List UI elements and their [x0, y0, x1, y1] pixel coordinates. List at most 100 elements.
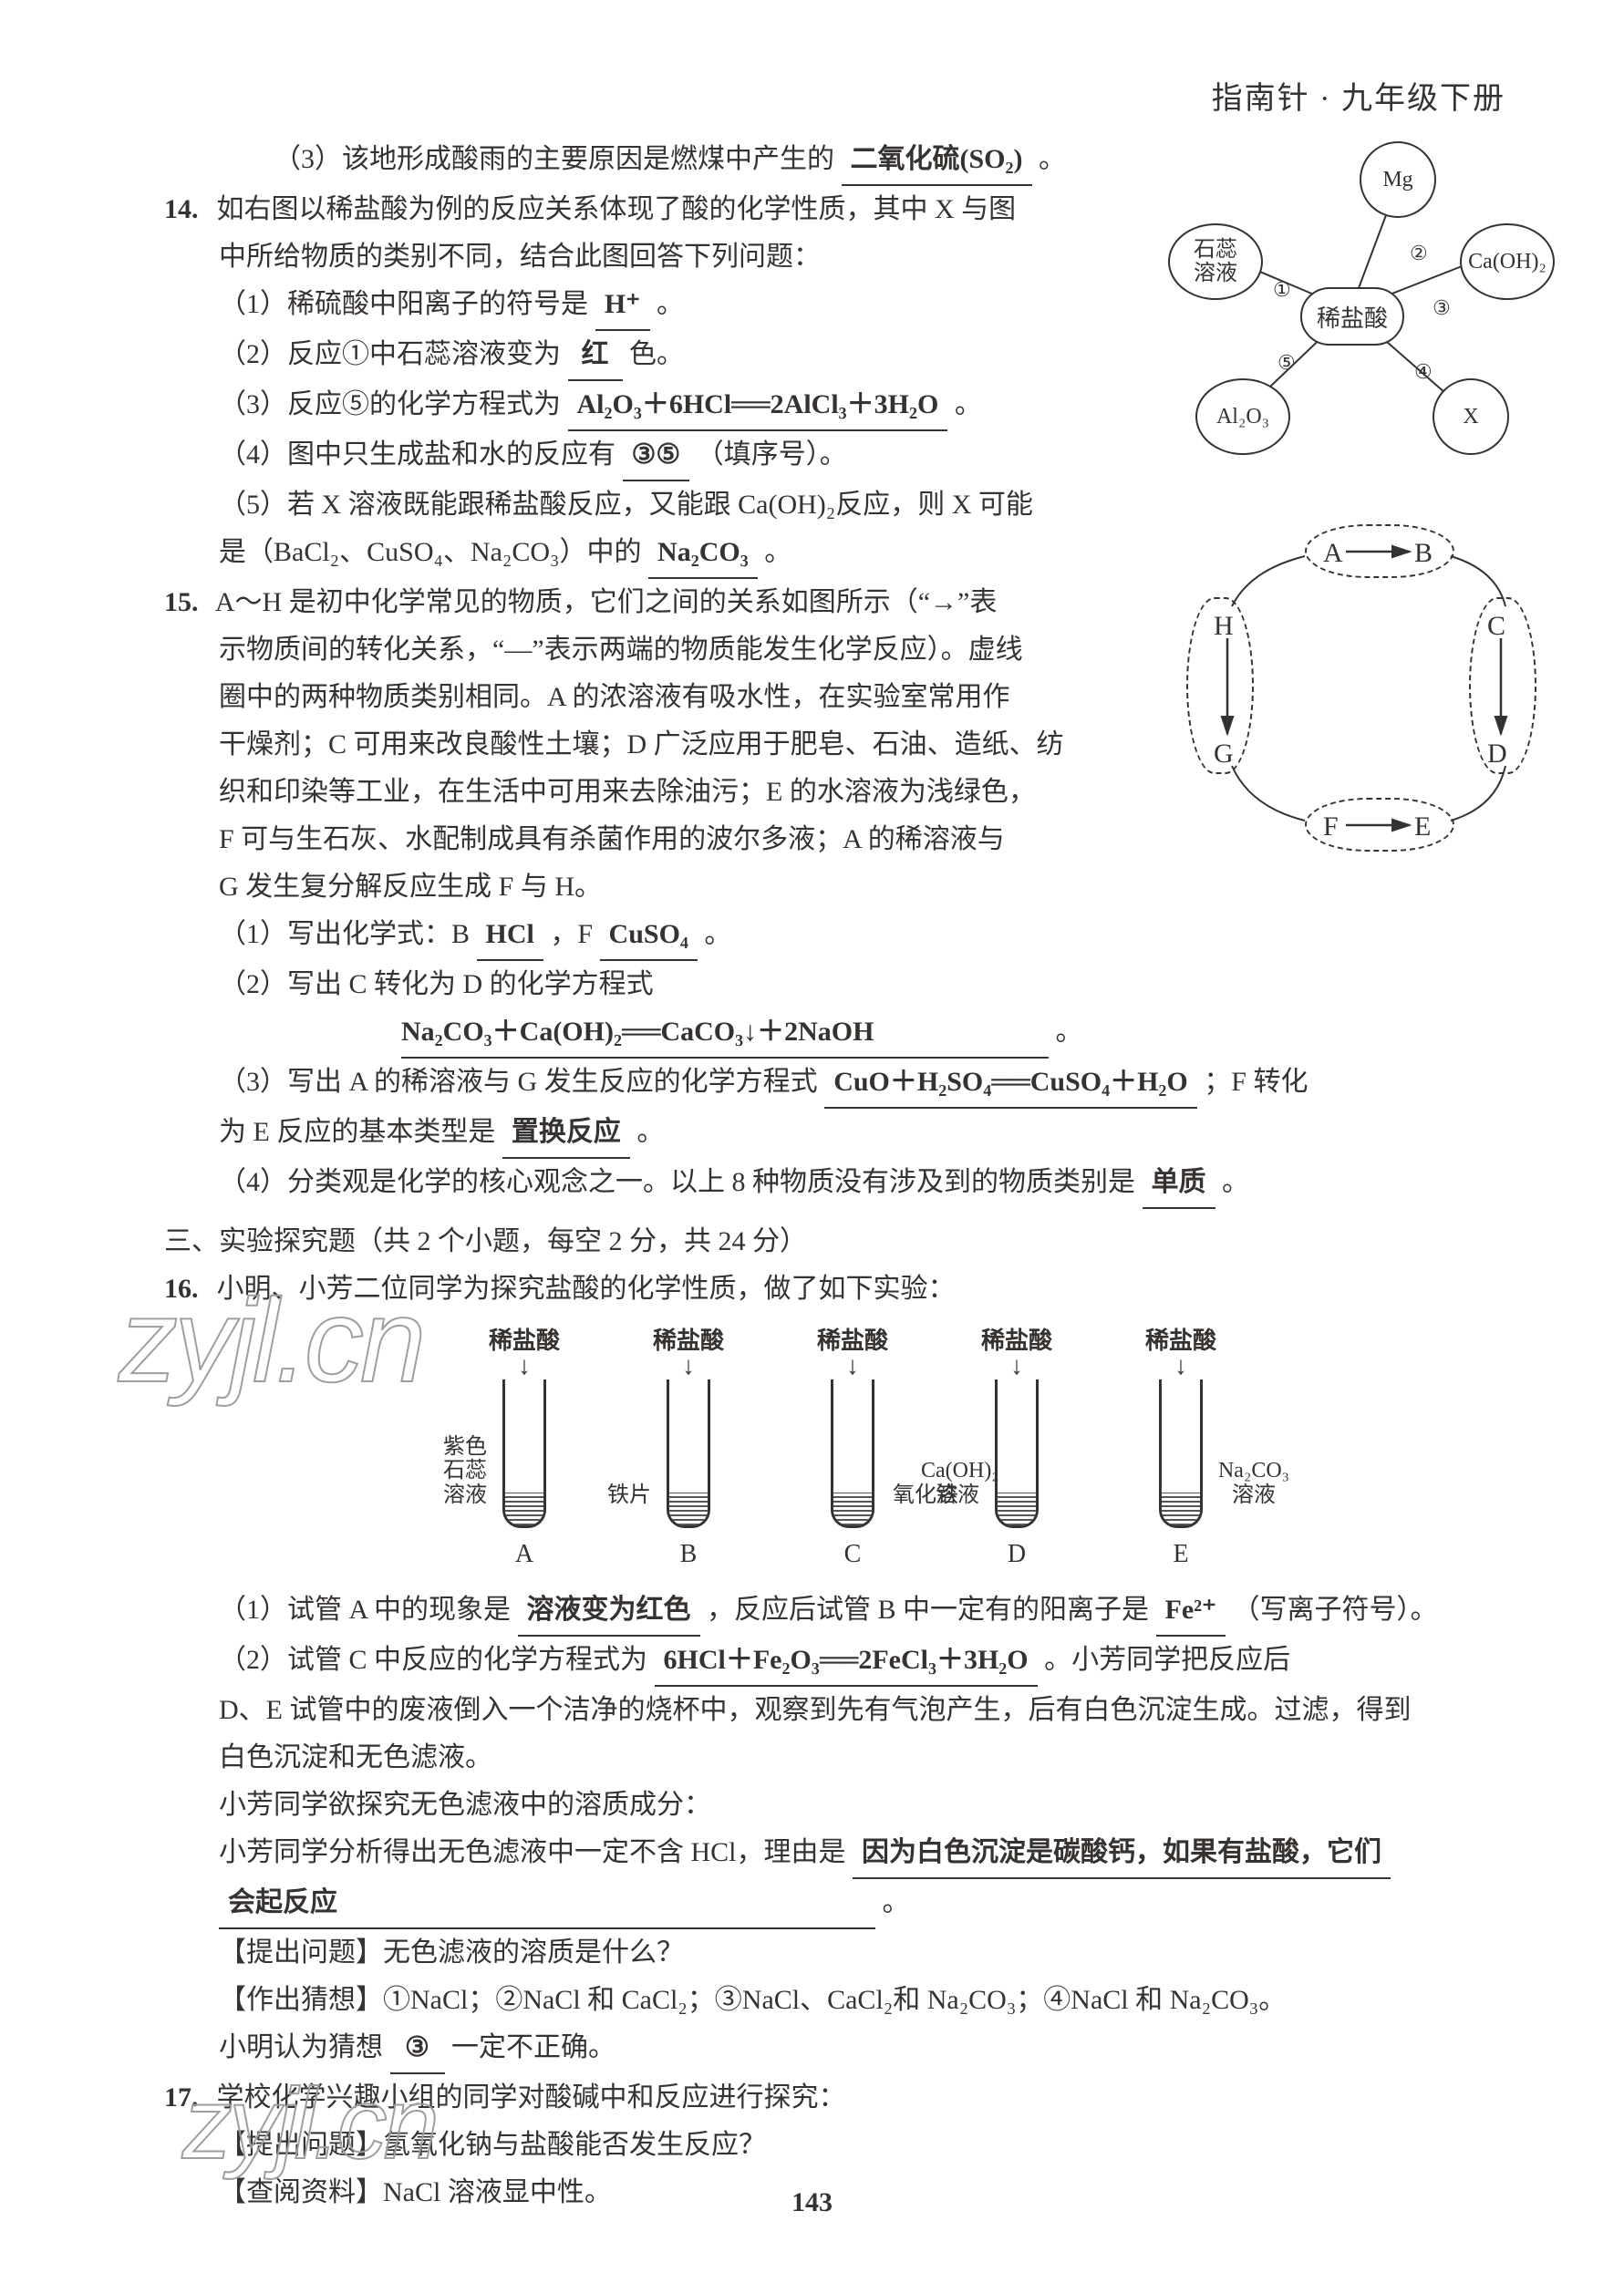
q15-p1-suffix: 。	[704, 919, 731, 949]
q15-p2: （2）写出 C 转化为 D 的化学方程式	[164, 961, 1505, 1008]
page-number: 143	[0, 2187, 1624, 2218]
q15-p2-suffix: 。	[1056, 1017, 1083, 1047]
q14-p5b-suffix: 。	[764, 537, 791, 567]
q16-diagram: 稀盐酸↓紫色 石蕊 溶液A稀盐酸↓铁片B稀盐酸↓氧化铁C稀盐酸↓Ca(OH)₂ …	[456, 1322, 1277, 1577]
test-tube-icon	[995, 1379, 1039, 1528]
tube-bottom-label: C	[784, 1540, 921, 1569]
q15-node-F: F	[1323, 811, 1339, 842]
q16-p5: 【提出问题】无色滤液的溶质是什么？	[164, 1929, 1505, 1977]
tube-top-label: 稀盐酸	[456, 1322, 593, 1356]
tube-top-label: 稀盐酸	[948, 1322, 1085, 1356]
q16-p2b: D、E 试管中的废液倒入一个洁净的烧杯中，观察到先有气泡产生，后有白色沉淀生成。…	[164, 1687, 1505, 1734]
test-tube-icon	[502, 1379, 546, 1528]
q16-p1: （1）试管 A 中的现象是 溶液变为红色 ，反应后试管 B 中一定有的阳离子是 …	[164, 1586, 1505, 1637]
q15-p1-mid: ，F	[550, 919, 593, 949]
q16-p1-ans1: 溶液变为红色	[518, 1586, 700, 1637]
q16-tube-E: 稀盐酸↓Na₂CO₃ 溶液E	[1112, 1322, 1249, 1569]
q15-node-E: E	[1414, 811, 1431, 842]
q16-p2-prefix: （2）试管 C 中反应的化学方程式为	[219, 1645, 647, 1675]
q13-3-answer: 二氧化硫(SO₂)	[842, 136, 1032, 186]
q14-p2-answer: 红	[568, 331, 623, 381]
q16-p3: 小芳同学欲探究无色滤液中的溶质成分：	[164, 1782, 1505, 1829]
q15-node-G: G	[1214, 739, 1234, 770]
q16-p7-answer: ③	[390, 2024, 445, 2074]
q16-p2-answer: 6HCl＋Fe₂O₃══2FeCl₃＋3H₂O	[655, 1637, 1038, 1687]
q15-p3-answer: CuO＋H₂SO₄══CuSO₄＋H₂O	[824, 1059, 1197, 1109]
q16-p4b: 会起反应 。	[164, 1879, 1505, 1929]
q16-p1-ans2: Fe²⁺	[1156, 1586, 1226, 1637]
down-arrow-icon: ↓	[456, 1358, 593, 1376]
q14-edge-num: ⑤	[1277, 351, 1296, 375]
q13-3-suffix: 。	[1039, 144, 1066, 174]
q17-intro: 17. 学校化学兴趣小组的同学对酸碱中和反应进行探究：	[164, 2074, 1505, 2122]
q15-p3-suffix: ；F 转化	[1204, 1067, 1308, 1097]
q15-p3b-prefix: 为 E 反应的基本类型是	[219, 1117, 495, 1147]
test-tube-icon	[1159, 1379, 1203, 1528]
q16-p1-suffix: （写离子符号）。	[1233, 1595, 1438, 1625]
q14-p4-answer: ③⑤	[623, 431, 690, 481]
q15-p4-answer: 单质	[1143, 1159, 1215, 1209]
q15-p4-prefix: （4）分类观是化学的核心观念之一。以上 8 种物质没有涉及到的物质类别是	[219, 1167, 1135, 1197]
q15-p2-eq: Na₂CO₃＋Ca(OH)₂══CaCO₃↓＋2NaOH 。	[164, 1008, 1505, 1059]
q16-p1-mid: ，反应后试管 B 中一定有的阳离子是	[707, 1595, 1149, 1625]
q15-body-6: G 发生复分解反应生成 F 与 H。	[164, 863, 1076, 911]
q16-tube-B: 稀盐酸↓铁片B	[620, 1322, 757, 1569]
test-tube-icon	[831, 1379, 874, 1528]
q15-p1: （1）写出化学式：B HCl ，F CuSO₄ 。	[164, 911, 1505, 961]
q16-p2-suffix: 。小芳同学把反应后	[1044, 1645, 1290, 1675]
q16-intro-text: 小明、小芳二位同学为探究盐酸的化学性质，做了如下实验：	[217, 1274, 956, 1304]
q16-p4-answer: 因为白色沉淀是碳酸钙，如果有盐酸，它们	[853, 1829, 1391, 1879]
q15-p3-prefix: （3）写出 A 的稀溶液与 G 发生反应的化学方程式	[219, 1067, 818, 1097]
tube-fill	[505, 1493, 543, 1525]
q15-body-0: A～H 是初中化学常见的物质，它们之间的关系如图所示（“→”表	[215, 587, 997, 617]
q14-p2-suffix: 色。	[629, 339, 684, 369]
q15-p3b: 为 E 反应的基本类型是 置换反应 。	[164, 1109, 1505, 1159]
down-arrow-icon: ↓	[784, 1358, 921, 1376]
q15-node-A: A	[1323, 538, 1343, 569]
q14-p3-prefix: （3）反应⑤的化学方程式为	[219, 389, 561, 419]
page: 指南针 · 九年级下册 （3）该地形成酸雨的主要原因是燃煤中产生的 二氧化硫(S…	[0, 0, 1624, 2273]
q15-p3: （3）写出 A 的稀溶液与 G 发生反应的化学方程式 CuO＋H₂SO₄══Cu…	[164, 1059, 1505, 1109]
tube-side-label: Na₂CO₃ 溶液	[1204, 1459, 1304, 1507]
q15-body-3: 干燥剂；C 可用来改良酸性土壤；D 广泛应用于肥皂、石油、造纸、纺	[164, 721, 1076, 769]
tube-fill	[833, 1493, 872, 1525]
q14-p1-answer: H⁺	[595, 281, 650, 331]
q15-body-2: 圈中的两种物质类别相同。A 的浓溶液有吸水性，在实验室常用作	[164, 674, 1076, 721]
q15-node-D: D	[1487, 739, 1507, 770]
q15-node-B: B	[1414, 538, 1433, 569]
q16-p2c: 白色沉淀和无色滤液。	[164, 1734, 1505, 1782]
q14-p4-suffix: （填序号）。	[697, 439, 847, 470]
q16-p4b-answer: 会起反应	[219, 1879, 875, 1929]
q15-diagram: ABCDEFGH	[1177, 520, 1542, 866]
q14-p2-prefix: （2）反应①中石蕊溶液变为	[219, 339, 561, 369]
q14-p3-answer: Al₂O₃＋6HCl══2AlCl₃＋3H₂O	[568, 381, 948, 431]
q16-tube-A: 稀盐酸↓紫色 石蕊 溶液A	[456, 1322, 593, 1569]
q16-p7-prefix: 小明认为猜想	[219, 2032, 383, 2062]
tube-top-label: 稀盐酸	[620, 1322, 757, 1356]
q15-p2-answer: Na₂CO₃＋Ca(OH)₂══CaCO₃↓＋2NaOH	[401, 1008, 1049, 1059]
q14-p5b-prefix: 是（BaCl₂、CuSO₄、Na₂CO₃）中的	[219, 537, 642, 567]
tube-bottom-label: B	[620, 1540, 757, 1569]
q14-node-Mg: Mg	[1360, 141, 1436, 218]
q16-number: 16.	[164, 1266, 210, 1313]
q15-body-5: F 可与生石灰、水配制成具有杀菌作用的波尔多液；A 的稀溶液与	[164, 816, 1076, 863]
tube-bottom-label: D	[948, 1540, 1085, 1569]
q14-diagram: 稀盐酸 MgCa(OH)₂XAl₂O₃石蕊 溶液 ①②③④⑤	[1159, 141, 1542, 479]
q14-node-litmus: 石蕊 溶液	[1168, 223, 1263, 300]
q15-body-4: 织和印染等工业，在生活中可用来去除油污；E 的水溶液为浅绿色，	[164, 769, 1076, 816]
q16-p7-suffix: 一定不正确。	[451, 2032, 615, 2062]
tube-fill	[1162, 1493, 1200, 1525]
q16-tube-D: 稀盐酸↓Ca(OH)₂ 溶液D	[948, 1322, 1085, 1569]
down-arrow-icon: ↓	[948, 1358, 1085, 1376]
q16-p4b-suffix: 。	[883, 1887, 910, 1917]
q14-p3-suffix: 。	[955, 389, 982, 419]
q15-diagram-arrows	[1177, 520, 1542, 866]
q15-number: 15.	[164, 579, 210, 626]
q16-p7: 小明认为猜想 ③ 一定不正确。	[164, 2024, 1505, 2074]
tube-side-label: 铁片	[593, 1483, 666, 1507]
q14-intro1-text: 如右图以稀盐酸为例的反应关系体现了酸的化学性质，其中 X 与图	[217, 194, 1017, 224]
q15-p1-ans1: HCl	[477, 911, 543, 961]
q15-p4-suffix: 。	[1222, 1167, 1249, 1197]
tube-top-label: 稀盐酸	[1112, 1322, 1249, 1356]
q16-p4-prefix: 小芳同学分析得出无色滤液中一定不含 HCl，理由是	[219, 1837, 846, 1867]
